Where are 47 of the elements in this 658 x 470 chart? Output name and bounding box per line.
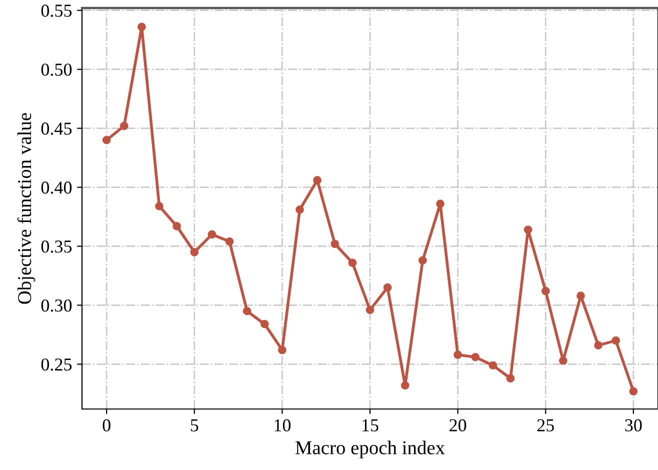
point	[208, 230, 216, 239]
point	[313, 176, 322, 184]
point	[348, 258, 357, 267]
point	[471, 352, 480, 362]
point	[506, 374, 515, 382]
point	[488, 361, 498, 370]
point	[400, 381, 410, 390]
x-tick-label: 10	[274, 419, 291, 432]
point	[541, 286, 550, 296]
y-tick-label: 0.55	[41, 4, 72, 17]
x-tick-label: 5	[190, 419, 198, 432]
y-tick-label: 0.40	[41, 182, 72, 194]
point	[576, 292, 585, 300]
point	[612, 336, 620, 345]
point	[436, 200, 444, 208]
point	[366, 306, 374, 314]
point	[138, 22, 146, 32]
y-tick-label: 0.45	[41, 122, 72, 135]
point	[383, 283, 392, 292]
point	[330, 240, 340, 248]
point	[418, 256, 427, 265]
x-tick-label: 15	[362, 419, 378, 432]
point	[524, 226, 532, 234]
x-tick-label: 25	[537, 419, 554, 432]
y-axis-title: Objective function value	[17, 113, 36, 304]
point	[155, 202, 164, 210]
y-tick-label: 0.50	[41, 64, 72, 76]
point	[225, 237, 234, 246]
point	[454, 350, 462, 359]
y-tick-label: 0.35	[41, 240, 72, 253]
point	[260, 320, 269, 328]
point	[172, 222, 181, 230]
x-tick-label: 30	[625, 419, 642, 432]
point	[296, 206, 304, 214]
y-tick-label: 0.25	[41, 358, 72, 371]
point	[190, 248, 199, 256]
x-tick-label: 20	[450, 419, 466, 432]
point	[242, 306, 252, 316]
point	[120, 122, 128, 130]
y-tick-label: 0.30	[41, 299, 72, 312]
x-tick-label: 0	[102, 419, 110, 432]
point	[559, 356, 568, 365]
point	[102, 136, 111, 144]
x-axis-title: Macro epoch index	[296, 440, 445, 458]
point	[629, 387, 638, 396]
point	[278, 346, 286, 354]
point	[594, 341, 602, 350]
